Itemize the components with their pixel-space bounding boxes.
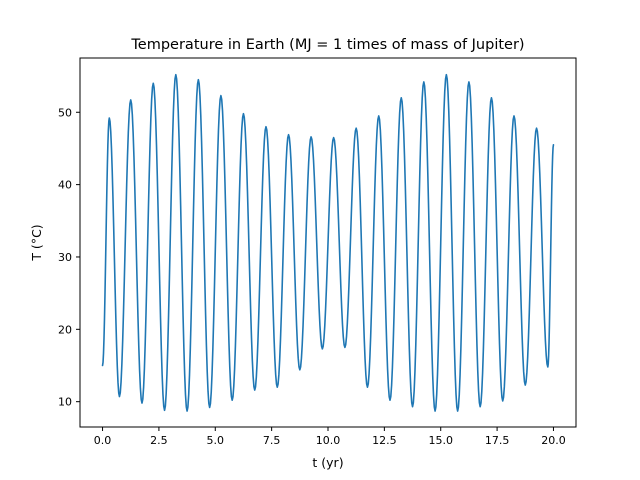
series-line-0 — [101, 73, 555, 412]
x-tick-label: 7.5 — [263, 434, 281, 447]
chart-title: Temperature in Earth (MJ = 1 times of ma… — [130, 37, 524, 53]
y-tick-label: 30 — [58, 251, 72, 264]
x-tick-label: 15.0 — [428, 434, 453, 447]
x-axis-ticks: 0.0 2.5 5.0 7.5 10.0 12.5 15.0 17.5 20.0 — [94, 427, 566, 447]
x-tick-label: 20.0 — [541, 434, 566, 447]
series-layer — [101, 73, 555, 412]
y-axis-label: T (°C) — [29, 224, 44, 261]
y-tick-label: 10 — [58, 396, 72, 409]
x-tick-label: 0.0 — [94, 434, 112, 447]
y-tick-label: 40 — [58, 179, 72, 192]
x-tick-label: 5.0 — [207, 434, 225, 447]
x-tick-label: 12.5 — [372, 434, 397, 447]
y-axis-ticks: 10 20 30 40 50 — [58, 106, 80, 409]
x-tick-label: 17.5 — [485, 434, 510, 447]
x-tick-label: 2.5 — [150, 434, 168, 447]
x-axis-label: t (yr) — [312, 455, 343, 470]
y-tick-label: 20 — [58, 323, 72, 336]
x-tick-label: 10.0 — [316, 434, 341, 447]
y-tick-label: 50 — [58, 106, 72, 119]
